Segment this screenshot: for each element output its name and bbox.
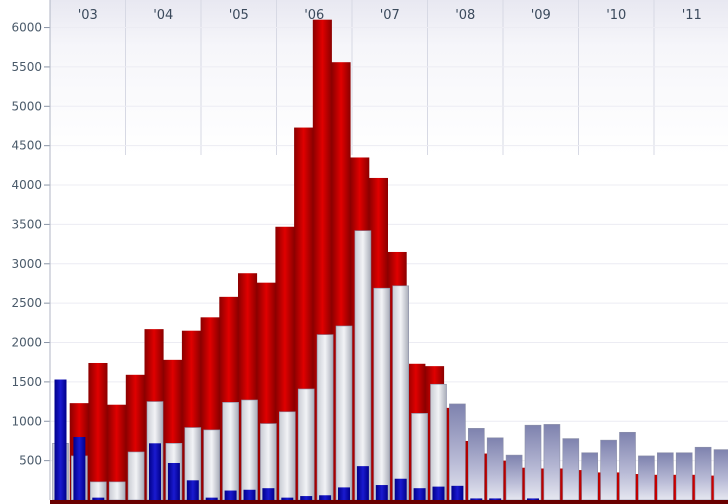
year-band [352, 0, 428, 155]
gray-bar [713, 449, 728, 501]
year-band [503, 0, 579, 155]
y-tick-label: 1000 [11, 414, 42, 428]
gray-bar [108, 481, 126, 501]
gray-bar [203, 429, 220, 501]
blue-bar [92, 497, 105, 500]
gray-bar [619, 431, 636, 501]
gray-bar [411, 413, 428, 501]
blue-bar [338, 487, 350, 500]
gray-bar [222, 402, 239, 501]
blue-bar [54, 379, 67, 500]
gray-bar [675, 452, 693, 501]
gray-bar [694, 446, 712, 501]
blue-bar [167, 462, 180, 500]
year-label: '03 [78, 8, 98, 23]
gray-bar [354, 230, 372, 501]
gray-bar [90, 481, 107, 501]
gray-bar [524, 424, 542, 501]
y-tick-label: 2000 [11, 336, 42, 350]
blue-bar [149, 443, 161, 500]
gray-bar [335, 325, 353, 501]
year-band [201, 0, 277, 155]
gray-bar [638, 455, 655, 501]
year-label: '10 [606, 8, 626, 23]
y-tick-label: 1500 [11, 375, 42, 389]
gray-bar [297, 388, 315, 501]
gray-bar [656, 452, 674, 501]
year-band [654, 0, 728, 155]
blue-bar [300, 496, 313, 500]
year-band [578, 0, 654, 155]
y-tick-label: 4500 [11, 139, 42, 153]
blue-bar [394, 478, 407, 500]
blue-bar [527, 498, 539, 500]
y-tick-label: 5500 [11, 60, 42, 74]
gray-bar [562, 438, 580, 501]
blue-bar [262, 488, 275, 500]
red-column [88, 362, 108, 500]
year-label: '07 [380, 8, 400, 23]
series-gray [52, 230, 728, 501]
blue-bar [375, 485, 388, 500]
blue-bar [451, 485, 464, 500]
blue-bar [489, 498, 502, 500]
y-tick-label: 500 [19, 454, 42, 468]
gray-bar [127, 451, 145, 501]
y-tick-label: 5000 [11, 99, 42, 113]
year-label: '05 [229, 8, 249, 23]
blue-bar [186, 480, 199, 500]
year-label: '09 [531, 8, 551, 23]
year-label: '04 [153, 8, 173, 23]
year-label: '11 [682, 8, 702, 23]
y-tick-label: 2500 [11, 296, 42, 310]
y-tick-label: 3000 [11, 257, 42, 271]
blue-bar [205, 497, 218, 500]
blue-bar [470, 498, 483, 500]
gray-bar [430, 383, 447, 501]
y-tick-label: 6000 [11, 21, 42, 35]
blue-bar [243, 489, 256, 500]
year-label: '06 [304, 8, 324, 23]
year-band [427, 0, 503, 155]
blue-bar [319, 495, 332, 500]
blue-bar [281, 497, 294, 500]
blue-bar [432, 486, 445, 500]
year-band [50, 0, 126, 155]
gray-bar [373, 287, 391, 501]
y-tick-label: 3500 [11, 217, 42, 231]
gray-bar [600, 439, 617, 501]
series-blue [54, 379, 539, 500]
gray-bar [316, 334, 334, 501]
red-column [107, 404, 127, 500]
blue-bar [224, 490, 237, 500]
gray-bar [505, 454, 523, 501]
year-bands [49, 0, 728, 155]
gray-bar [392, 285, 410, 501]
blue-bar [73, 437, 86, 500]
year-band [125, 0, 201, 155]
gray-bar [467, 428, 485, 501]
blue-bar [413, 488, 426, 500]
gray-bar [581, 452, 599, 501]
x-axis-years: '03 '04 '05 '06 '07 '08 '09 '10 '11 [78, 8, 702, 23]
gray-bar [543, 424, 561, 501]
y-tick-label: 4000 [11, 178, 42, 192]
baseline [50, 500, 728, 504]
gray-bar [486, 437, 504, 501]
gray-bar [278, 411, 296, 501]
year-label: '08 [455, 8, 475, 23]
gray-bar [449, 403, 466, 501]
blue-bar [356, 466, 369, 500]
gray-bar [241, 399, 258, 501]
y-axis: 500 1000 1500 2000 2500 3000 3500 4000 4500 5000 5… [11, 0, 728, 504]
